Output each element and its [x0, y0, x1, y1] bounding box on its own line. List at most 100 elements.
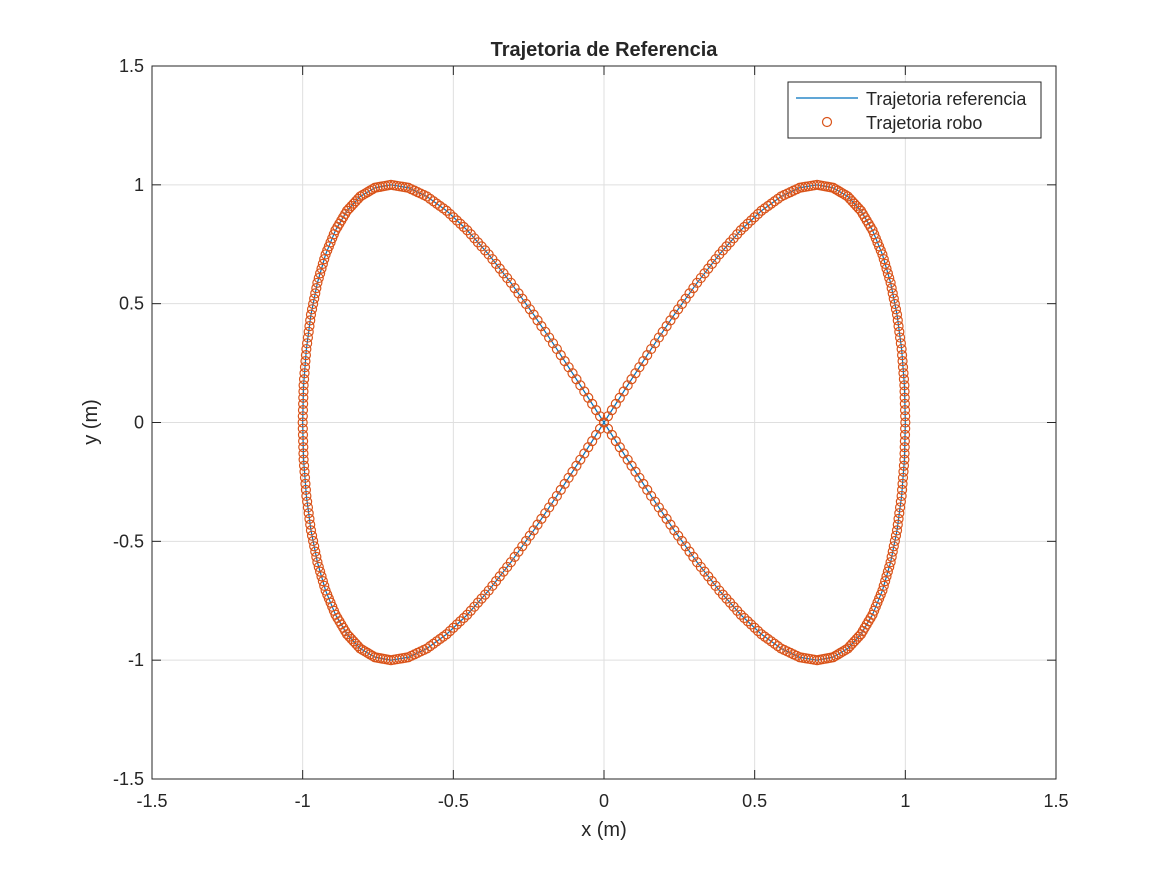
data-point-robot [448, 212, 459, 223]
data-point-robot [304, 320, 315, 332]
data-point-robot [665, 315, 676, 326]
data-point-robot [684, 288, 695, 299]
data-point-robot [547, 496, 559, 507]
data-point-robot [891, 525, 903, 536]
data-point-robot [297, 417, 308, 428]
data-point-robot [897, 472, 909, 483]
data-point-robot [297, 423, 308, 434]
data-point-robot [898, 374, 910, 385]
data-point-robot [772, 641, 783, 652]
data-point-robot [438, 203, 449, 214]
data-point-robot [759, 203, 770, 214]
data-point-robot [688, 551, 699, 563]
data-point-robot [441, 629, 452, 640]
data-point-robot [451, 215, 462, 226]
x-tick-label: 0.5 [742, 791, 767, 811]
data-point-robot [360, 188, 371, 199]
data-point-robot [520, 298, 532, 310]
data-point-robot [752, 208, 764, 220]
y-tick-label: -1.5 [113, 769, 144, 789]
data-point-robot [346, 200, 357, 212]
data-point-robot [458, 612, 469, 624]
data-point-robot [717, 589, 729, 600]
data-point-robot [749, 622, 760, 633]
data-point-robot [319, 254, 330, 265]
data-point-robot [428, 638, 439, 649]
data-point-robot [431, 636, 442, 647]
data-point-robot [316, 263, 327, 274]
data-point-robot [306, 304, 318, 315]
data-point-robot [524, 304, 535, 315]
data-point-robot [487, 254, 498, 265]
axes [151, 65, 1057, 780]
data-point-robot [898, 368, 909, 379]
data-point-robot [302, 496, 313, 507]
data-point-robot [887, 546, 898, 557]
data-point-robot [360, 646, 371, 657]
data-point-robot [895, 496, 906, 507]
data-point-robot [555, 350, 566, 361]
data-point-robot [676, 298, 688, 310]
data-point-robot [309, 541, 320, 552]
data-point-robot [898, 460, 910, 471]
data-point-robot [695, 561, 706, 573]
plot-series [297, 179, 911, 666]
data-point-robot [688, 283, 699, 294]
data-point-robot [465, 229, 476, 240]
data-point-robot [626, 460, 637, 471]
data-point-robot [896, 343, 907, 355]
data-point-robot [893, 513, 904, 525]
data-point-robot [746, 215, 757, 226]
data-point-robot [830, 184, 841, 195]
data-point-robot [882, 268, 893, 279]
data-point-robot [837, 188, 849, 199]
data-point-robot [308, 298, 319, 310]
data-point-robot [532, 315, 543, 326]
data-point-robot [756, 629, 767, 640]
data-point-robot [900, 411, 911, 422]
data-point-robot [455, 218, 466, 229]
data-point-robot [759, 631, 770, 642]
data-point-robot [602, 423, 614, 434]
data-point-robot [766, 198, 777, 209]
data-point-robot [480, 589, 491, 600]
y-tick-label: -1 [128, 650, 144, 670]
data-point-robot [894, 502, 906, 513]
data-point-robot [451, 619, 462, 630]
data-point-robot [884, 272, 895, 284]
data-point-robot [509, 551, 520, 563]
data-point-robot [298, 448, 309, 459]
data-point-robot [676, 535, 688, 547]
data-point-robot [513, 546, 524, 557]
data-point-robot [680, 541, 691, 552]
y-tick-label: 0.5 [119, 294, 144, 314]
data-point-robot [673, 304, 684, 315]
data-point-robot [305, 315, 316, 326]
data-point-robot [769, 638, 780, 649]
data-point-robot [306, 530, 318, 541]
data-point-robot [312, 557, 323, 568]
data-point-robot [680, 293, 691, 304]
data-point-robot [367, 184, 378, 195]
data-point-robot [851, 200, 862, 212]
data-point-robot [304, 513, 315, 525]
data-point-robot [317, 258, 328, 269]
data-point-robot [300, 484, 312, 495]
data-point-robot [899, 442, 910, 453]
data-point-robot [571, 460, 582, 471]
data-point-robot [316, 571, 327, 582]
data-point-robot [885, 277, 896, 288]
data-point-robot [400, 652, 411, 663]
data-point-robot [892, 519, 903, 530]
data-point-robot [881, 571, 892, 582]
data-point-robot [900, 417, 911, 428]
y-tick-label: -0.5 [113, 531, 144, 551]
data-point-robot [894, 326, 905, 337]
data-point-robot [899, 392, 910, 403]
data-point-robot [769, 196, 780, 207]
series-line-reference [302, 184, 906, 661]
data-point-robot [310, 288, 321, 299]
legend-label-reference: Trajetoria referencia [866, 89, 1027, 109]
data-point-robot [890, 530, 902, 541]
